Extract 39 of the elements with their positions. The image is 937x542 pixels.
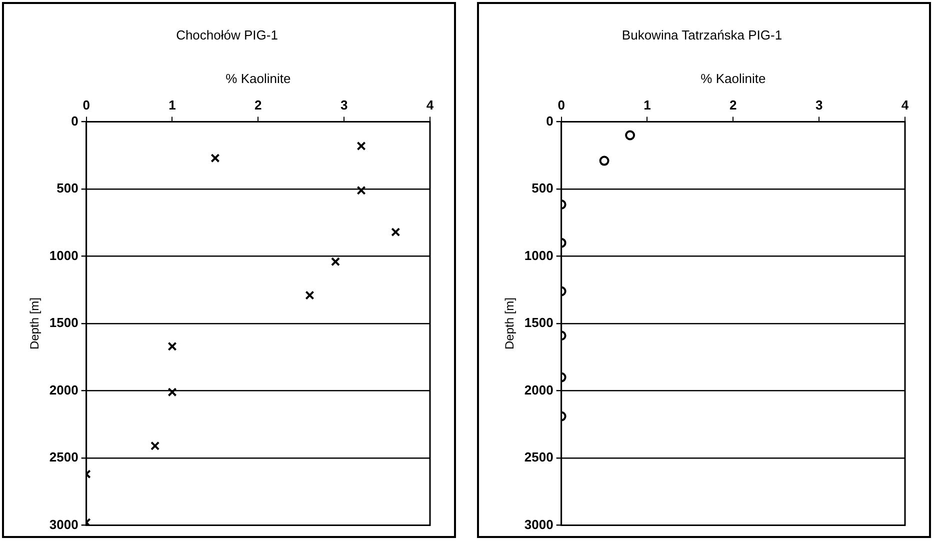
y-tick-label: 1000: [524, 248, 554, 263]
y-axis-title: Depth [m]: [28, 297, 42, 350]
x-tick-label: 3: [340, 98, 348, 113]
x-axis-title: % Kaolinite: [226, 70, 291, 86]
x-axis-title: % Kaolinite: [700, 70, 766, 86]
point: [168, 342, 177, 351]
x-tick-label: 2: [730, 98, 737, 113]
x-tick-label: 1: [644, 98, 651, 113]
point: [356, 141, 366, 151]
point: [330, 257, 340, 266]
x-tick-label: 0: [82, 98, 90, 113]
chart-title: Bukowina Tatrzańska PIG-1: [622, 27, 782, 42]
y-tick-label: 2000: [524, 382, 554, 398]
y-tick-label: 1000: [49, 248, 78, 263]
point: [168, 388, 177, 397]
y-tick-label: 500: [532, 180, 554, 196]
point: [210, 154, 220, 163]
x-tick-label: 4: [901, 98, 910, 113]
y-axis-title: Depth [m]: [502, 297, 517, 350]
y-tick-label: 1500: [49, 315, 78, 330]
x-tick-label: 0: [558, 98, 565, 113]
chart-title: Chochołów PIG-1: [176, 27, 278, 42]
y-tick-label: 500: [56, 180, 78, 196]
y-tick-label: 0: [546, 113, 554, 128]
y-tick-label: 0: [71, 113, 78, 128]
point: [356, 186, 366, 195]
point: [391, 228, 400, 237]
x-tick-label: 1: [168, 98, 176, 113]
point: [305, 290, 314, 300]
y-tick-label: 3000: [524, 516, 554, 532]
y-tick-label: 2500: [49, 450, 78, 465]
y-tick-label: 1500: [524, 315, 554, 330]
y-tick-label: 2500: [524, 450, 554, 465]
y-tick-label: 3000: [49, 516, 78, 532]
x-tick-label: 2: [254, 98, 262, 113]
point: [150, 441, 160, 450]
x-tick-label: 3: [815, 98, 823, 113]
y-tick-label: 2000: [49, 382, 78, 398]
x-tick-label: 4: [426, 98, 434, 113]
